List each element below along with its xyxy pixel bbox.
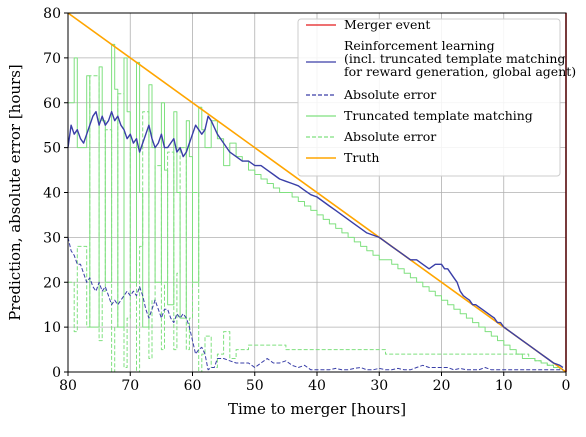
y-tick-label: 20 (43, 275, 61, 291)
legend-label-ttm: Truncated template matching (344, 108, 533, 123)
legend-label-rl-err: Absolute error (343, 87, 436, 102)
legend-label-rl: for reward generation, global agent) (344, 64, 576, 79)
series-ttm-err-line (68, 75, 561, 373)
y-axis-label: Prediction, absolute error [hours] (6, 64, 24, 321)
y-tick-label: 40 (43, 186, 61, 202)
x-tick-label: 50 (246, 378, 264, 394)
x-tick-label: 80 (59, 378, 77, 394)
legend-label-ttm-err: Absolute error (343, 129, 436, 144)
x-tick-label: 60 (184, 378, 202, 394)
legend-label-merger: Merger event (344, 17, 430, 32)
legend-label-rl: Reinforcement learning (344, 38, 495, 53)
y-tick-label: 70 (43, 51, 61, 67)
x-tick-label: 70 (121, 378, 139, 394)
legend: Merger event Reinforcement learning(incl.… (297, 17, 576, 177)
axis-ticks: 80 70 60 50 40 30 20 10 0 0 10 20 30 40 50 60 70 80 (43, 6, 570, 394)
y-tick-label: 80 (43, 6, 61, 22)
series-rl-line (67, 111, 564, 369)
legend-label-truth: Truth (344, 150, 379, 165)
x-tick-label: 20 (433, 378, 451, 394)
x-tick-label: 10 (495, 378, 513, 394)
series-rl-err-line (67, 237, 563, 371)
y-tick-label: 10 (43, 320, 61, 336)
legend-box (297, 18, 561, 177)
series-ttm-line (68, 43, 561, 370)
legend-label-rl: (incl. truncated template matching (344, 51, 565, 66)
x-axis-label: Time to merger [hours] (228, 400, 406, 418)
series-truth-line (67, 12, 567, 373)
y-tick-label: 60 (43, 96, 61, 112)
y-tick-label: 50 (43, 141, 61, 157)
y-tick-label: 30 (43, 230, 61, 246)
y-tick-label: 0 (52, 365, 61, 381)
x-tick-label: 30 (370, 378, 388, 394)
x-tick-label: 40 (308, 378, 326, 394)
x-tick-label: 0 (562, 378, 571, 394)
